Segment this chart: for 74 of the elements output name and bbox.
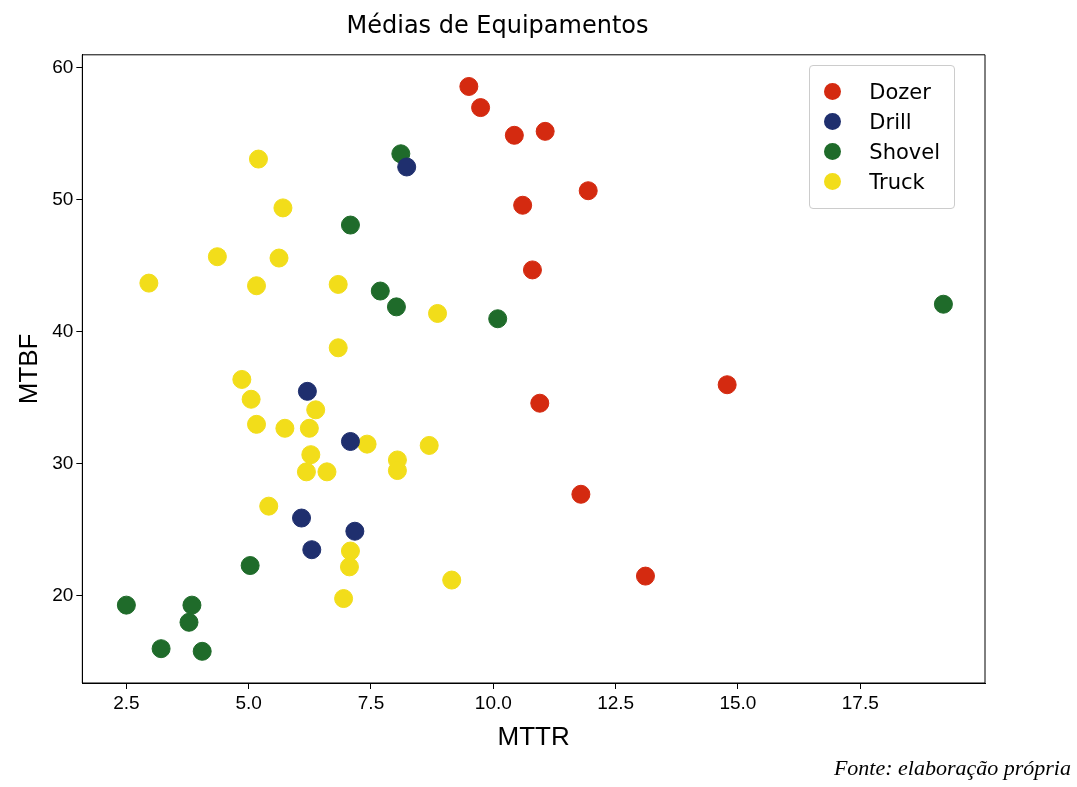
x-tick-label: 17.5 [841, 691, 879, 713]
point [273, 198, 293, 218]
point [302, 540, 322, 560]
point [241, 389, 261, 409]
point [240, 556, 260, 576]
x-tick-label: 7.5 [357, 691, 385, 713]
point [334, 589, 354, 609]
source-note: Fonte: elaboração própria [833, 755, 1071, 781]
point [192, 641, 212, 661]
point [151, 639, 171, 659]
point [933, 294, 953, 314]
point [292, 508, 312, 528]
point [578, 181, 598, 201]
point [328, 274, 348, 294]
point [459, 76, 479, 96]
point [340, 541, 360, 561]
point [428, 303, 448, 323]
x-tick-label: 2.5 [113, 691, 140, 713]
point [504, 125, 524, 145]
chart-title: Médias de Equipamentos [346, 10, 649, 39]
point [297, 381, 317, 401]
point [182, 595, 202, 615]
point [340, 215, 360, 235]
point [530, 393, 550, 413]
point [535, 121, 555, 141]
point [471, 98, 491, 118]
legend-label: Drill [869, 109, 912, 134]
point [635, 566, 655, 586]
legend-label: Truck [869, 169, 925, 194]
point [259, 496, 279, 516]
point [386, 297, 406, 317]
point [299, 418, 319, 438]
point [345, 521, 365, 541]
point [717, 375, 737, 395]
x-tick-label: 15.0 [719, 691, 757, 713]
point [357, 434, 377, 454]
point [296, 462, 316, 482]
point [488, 309, 508, 329]
point [339, 557, 359, 577]
y-tick-label: 40 [52, 320, 74, 342]
point [340, 431, 360, 451]
x-tick-label: 5.0 [235, 691, 262, 713]
point [387, 461, 407, 481]
point [571, 484, 591, 504]
y-tick-label: 60 [52, 56, 74, 78]
x-axis-title: MTTR [497, 720, 570, 751]
point [269, 248, 289, 268]
point [207, 247, 227, 267]
point [317, 462, 337, 482]
point [232, 369, 252, 389]
y-tick-label: 20 [52, 584, 74, 606]
point [513, 195, 533, 215]
legend-label: Dozer [869, 79, 931, 104]
point [328, 338, 348, 358]
point [247, 276, 267, 296]
point [247, 414, 267, 434]
point [370, 281, 390, 301]
y-tick-label: 50 [52, 188, 74, 210]
point [301, 445, 321, 465]
y-tick-label: 30 [52, 452, 74, 474]
legend-label: Shovel [869, 139, 940, 164]
y-axis-title: MTBF [12, 333, 43, 405]
x-tick-label: 12.5 [597, 691, 635, 713]
point [419, 435, 439, 455]
point [442, 570, 462, 590]
point [248, 149, 268, 169]
point [116, 595, 136, 615]
point [397, 157, 417, 177]
point [275, 418, 295, 438]
point [139, 273, 159, 293]
point [306, 400, 326, 420]
x-tick-label: 10.0 [474, 691, 512, 713]
point [522, 260, 542, 280]
point [179, 612, 199, 632]
